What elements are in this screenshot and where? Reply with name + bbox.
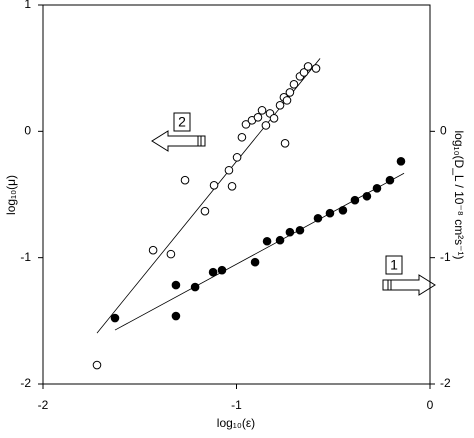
data-point [261,121,271,130]
data-point [372,184,382,193]
data-point [285,227,295,237]
annotation-arrow [151,112,436,296]
y2-axis-label: log₁₀(D_L / 10⁻⁸ cm²s⁻¹) [452,130,466,259]
data-point [285,88,295,97]
fit-line [114,172,405,331]
data-point [313,213,323,223]
data-point [180,175,190,185]
data-point [241,120,251,129]
data-point [200,206,210,216]
y-tick-label: -2 [20,376,31,390]
data-point [311,64,321,73]
data-point [110,313,120,323]
data-point [224,165,234,175]
data-point [362,191,372,201]
y2-tick-label: -2 [440,376,451,390]
data-point [148,245,158,255]
data-point [92,360,102,370]
annotation-label: 1 [390,257,398,273]
data-point [208,267,218,277]
x-tick-label: 0 [427,398,434,412]
y-tick-label: -1 [20,250,31,264]
data-point [299,68,309,77]
data-point [257,106,267,115]
y-axis-label: log₁₀(μ) [4,175,18,215]
y-tick-label: 0 [24,124,31,138]
data-point [385,175,395,185]
data-point [237,132,247,142]
data-point [217,265,227,275]
data-point [275,235,285,245]
data-point [275,101,285,110]
y2-tick-label: 0 [440,124,447,138]
data-point [232,153,242,162]
data-point [190,282,200,292]
annotation-label: 2 [178,114,186,130]
data-point [282,96,292,105]
y-tick-label: 1 [24,0,31,11]
data-point [280,139,290,148]
data-point [295,225,305,235]
x-axis-label: log₁₀(ε) [217,416,255,430]
data-point [253,113,263,122]
data-point [338,205,348,215]
data-point [269,114,279,123]
data-point [171,311,181,321]
data-point [227,181,237,191]
data-point [396,156,406,166]
data-point [166,249,176,259]
data-point [303,62,313,71]
data-point [262,236,272,246]
x-tick-label: -2 [38,398,49,412]
plot-frame [42,4,431,385]
data-point [250,257,260,267]
data-point [289,80,299,89]
data-point [325,208,335,218]
x-tick-label: -1 [231,398,242,412]
data-point [171,280,181,290]
data-point [209,180,219,190]
y2-tick-label: -1 [440,250,451,264]
data-point [350,195,360,205]
